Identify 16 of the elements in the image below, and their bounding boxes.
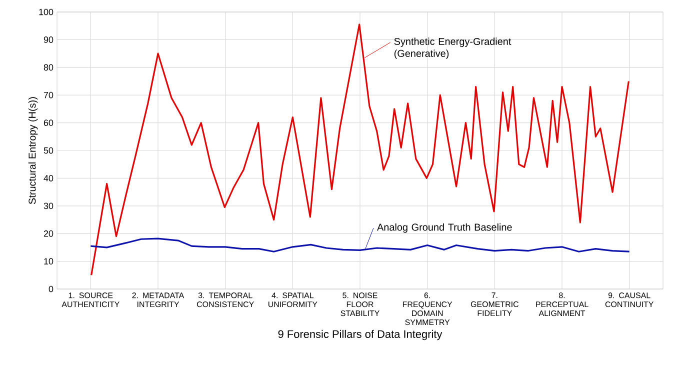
y-tick-label: 40 [44,175,54,182]
y-axis-title: Structural Entropy (H(s)) [28,97,38,204]
y-tick-label: 80 [44,64,54,71]
y-tick-label: 20 [44,230,54,237]
y-tick-label: 100 [39,8,54,16]
line-series [90,24,630,276]
y-tick-label: 30 [44,202,54,210]
y-tick-label: 70 [44,92,54,98]
y-tick-label: 10 [44,258,54,264]
legend-label: Synthetic Energy-Gradient (Generative) [394,38,512,59]
y-tick-label: 60 [44,120,54,126]
y-tick-label: 50 [44,147,54,154]
x-axis-title: 9 Forensic Pillars of Data Integrity [278,330,442,340]
y-tick-label: 90 [44,36,54,43]
series-label: Analog Ground Truth Baseline [377,223,512,233]
y-tick-label: 0 [48,286,54,292]
